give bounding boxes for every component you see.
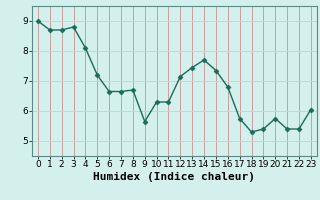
X-axis label: Humidex (Indice chaleur): Humidex (Indice chaleur) [93, 172, 255, 182]
